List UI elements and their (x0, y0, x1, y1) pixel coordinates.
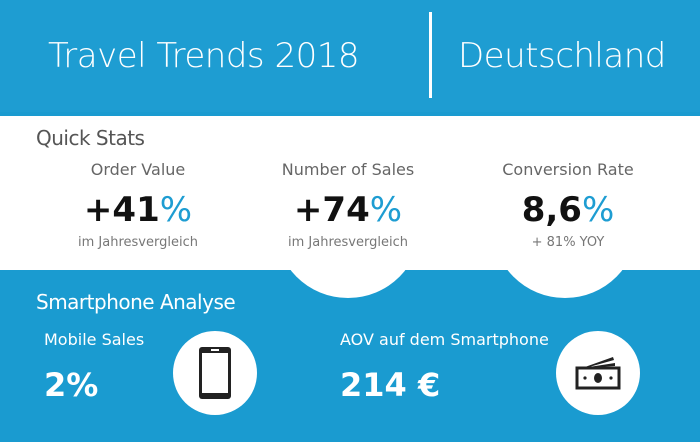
stat-label: Conversion Rate (502, 160, 634, 179)
page-title: Travel Trends 2018 (48, 36, 359, 76)
stat-sub: im Jahresvergleich (288, 235, 408, 250)
money-icon (556, 331, 640, 415)
stat-value: +41% (83, 190, 193, 230)
stat-value: 8,6% (521, 190, 615, 230)
header-banner (0, 0, 700, 112)
aov-label: AOV auf dem Smartphone (340, 330, 549, 349)
region-title: Deutschland (458, 36, 666, 76)
header-divider (429, 12, 432, 98)
stat-sub: im Jahresvergleich (78, 235, 198, 250)
aov-value: 214 € (340, 366, 441, 404)
mobile-sales-value: 2% (44, 366, 99, 404)
smartphone-icon (173, 331, 257, 415)
smartphone-heading: Smartphone Analyse (36, 290, 236, 314)
quick-stats-section (0, 116, 700, 270)
quick-stats-heading: Quick Stats (36, 126, 145, 150)
stat-label: Number of Sales (281, 160, 415, 179)
stat-sub: + 81% YOY (531, 235, 605, 250)
stat-value: +74% (293, 190, 403, 230)
mobile-sales-label: Mobile Sales (44, 330, 145, 349)
stat-label: Order Value (90, 160, 186, 179)
